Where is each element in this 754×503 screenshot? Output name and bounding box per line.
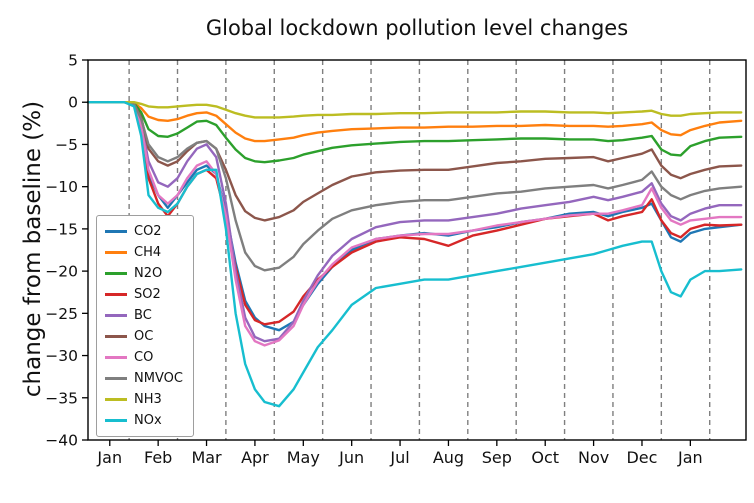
legend-line-swatch: [105, 335, 127, 338]
legend-line-swatch: [105, 419, 127, 422]
series-line-NOx: [86, 100, 743, 408]
y-tick-label: −25: [45, 305, 78, 323]
y-tick-label: −35: [45, 389, 78, 407]
legend-item-NMVOC: NMVOC: [105, 368, 183, 389]
legend-item-SO2: SO2: [105, 284, 183, 305]
x-tick-label: Sep: [482, 448, 512, 467]
series-line-NMVOC: [86, 100, 743, 272]
x-tick-label: Oct: [531, 448, 559, 467]
chart-title: Global lockdown pollution level changes: [205, 16, 629, 40]
series-line-CH4: [86, 100, 743, 143]
legend-label: OC: [134, 329, 154, 344]
y-tick-label: −30: [45, 347, 78, 365]
y-tick-label: −20: [45, 263, 78, 281]
legend-item-BC: BC: [105, 305, 183, 326]
legend-item-CH4: CH4: [105, 242, 183, 263]
x-tick-label: Nov: [578, 448, 609, 467]
legend-line-swatch: [105, 356, 127, 359]
legend-line-swatch: [105, 377, 127, 380]
legend-item-NH3: NH3: [105, 389, 183, 410]
x-tick-label: Feb: [144, 448, 172, 467]
legend-label: CH4: [134, 245, 162, 260]
y-tick-label: −10: [45, 178, 78, 196]
series-line-BC: [86, 100, 743, 343]
legend-label: NOx: [134, 413, 162, 428]
legend-label: CO: [134, 350, 154, 365]
legend-item-CO: CO: [105, 347, 183, 368]
series-line-NH3: [86, 100, 743, 119]
legend-item-CO2: CO2: [105, 221, 183, 242]
legend-item-N2O: N2O: [105, 263, 183, 284]
y-tick-label: 0: [68, 94, 78, 112]
series-line-CO: [86, 100, 743, 347]
x-tick-label: Jul: [389, 448, 409, 467]
series-line-OC: [86, 100, 743, 222]
x-tick-label: Mar: [191, 448, 222, 467]
x-tick-label: Jan: [96, 448, 122, 467]
x-tick-label: May: [287, 448, 320, 467]
y-axis-label: change from baseline (%): [20, 100, 46, 398]
legend-line-swatch: [105, 293, 127, 296]
legend-line-swatch: [105, 272, 127, 275]
y-tick-label: −40: [45, 432, 78, 450]
legend-label: N2O: [134, 266, 163, 281]
legend-label: NMVOC: [134, 371, 183, 386]
legend-line-swatch: [105, 251, 127, 254]
x-tick-label: Dec: [626, 448, 657, 467]
legend-item-OC: OC: [105, 326, 183, 347]
legend-item-NOx: NOx: [105, 410, 183, 431]
x-tick-label: Jan: [677, 448, 703, 467]
y-tick-label: −5: [55, 136, 78, 154]
x-tick-label: Jun: [338, 448, 364, 467]
legend-label: CO2: [134, 224, 162, 239]
plot-border: [87, 59, 747, 441]
legend-label: BC: [134, 308, 152, 323]
legend-line-swatch: [105, 398, 127, 401]
legend: CO2 CH4 N2O SO2 BC OC CO NMVOC NH3 NOx: [96, 215, 194, 437]
legend-label: SO2: [134, 287, 161, 302]
x-tick-label: Apr: [241, 448, 269, 467]
series-line-N2O: [86, 100, 743, 164]
y-tick-label: 5: [68, 52, 78, 70]
legend-line-swatch: [105, 314, 127, 317]
legend-label: NH3: [134, 392, 162, 407]
legend-line-swatch: [105, 230, 127, 233]
y-tick-label: −15: [45, 220, 78, 238]
x-tick-label: Aug: [433, 448, 464, 467]
